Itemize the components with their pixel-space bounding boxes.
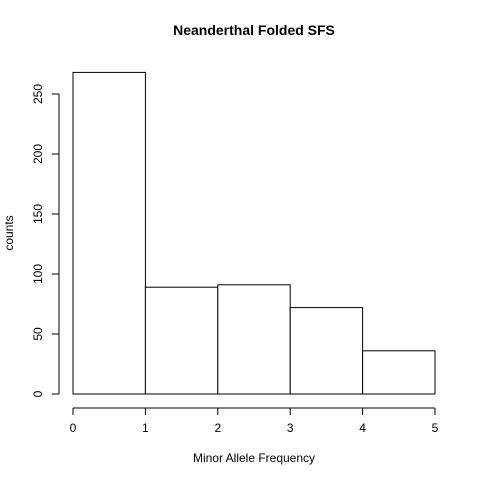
bar-1 xyxy=(144,286,219,395)
x-tick-label-5: 5 xyxy=(432,421,439,435)
y-tick-label-3: 150 xyxy=(31,204,45,224)
bar-0 xyxy=(72,71,146,395)
y-tick-label-5: 250 xyxy=(31,84,45,104)
chart-title: Neanderthal Folded SFS xyxy=(173,22,335,38)
bars-group xyxy=(72,71,436,395)
y-tick-label-2: 100 xyxy=(31,264,45,284)
y-tick-label-1: 50 xyxy=(31,327,45,341)
y-tick-label-4: 200 xyxy=(31,144,45,164)
y-axis-label: counts xyxy=(2,215,16,250)
y-tick-label-0: 0 xyxy=(31,390,45,397)
x-tick-label-0: 0 xyxy=(70,421,77,435)
bar-4 xyxy=(362,350,436,395)
x-axis-label: Minor Allele Frequency xyxy=(193,451,315,465)
bar-3 xyxy=(289,307,364,395)
bar-2 xyxy=(217,284,291,395)
x-tick-label-3: 3 xyxy=(287,421,294,435)
x-tick-label-2: 2 xyxy=(214,421,221,435)
x-tick-label-4: 4 xyxy=(359,421,366,435)
x-axis: 0 1 2 3 4 5 xyxy=(70,407,439,435)
x-tick-label-1: 1 xyxy=(142,421,149,435)
y-axis: 0 50 100 150 200 250 xyxy=(31,84,60,397)
